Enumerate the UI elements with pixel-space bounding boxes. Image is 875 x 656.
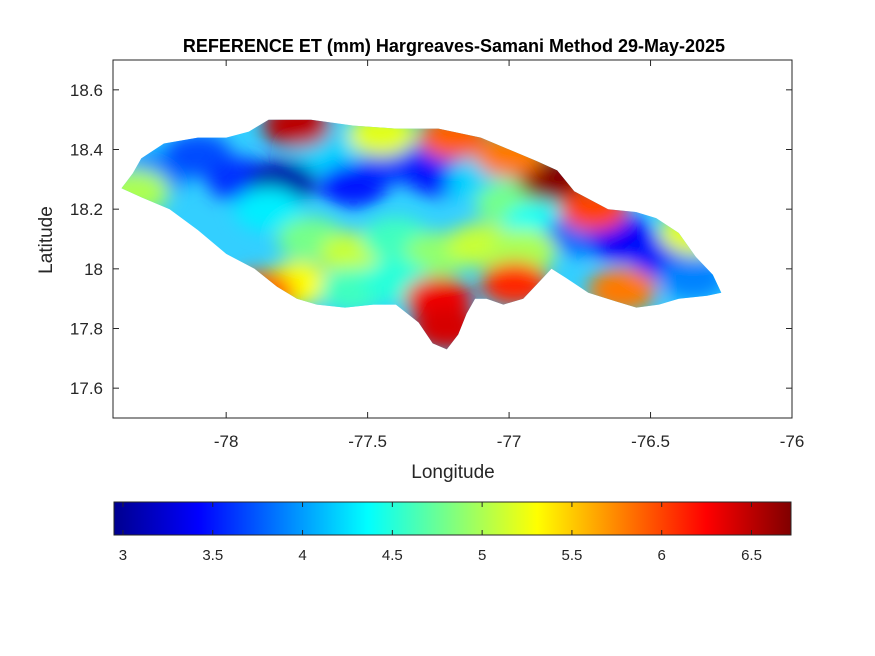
y-axis-label: Latitude	[36, 206, 57, 274]
colorbar-tick-label: 3.5	[202, 547, 223, 564]
plot-area: -78 -77.5 -77 -76.5 -76 17.6 17.8 18 18.2 18.4 18…	[70, 59, 804, 451]
colorbar-gradient	[113, 501, 792, 536]
y-tick-label: 18.6	[70, 81, 103, 100]
x-tick-label: -76.5	[631, 432, 670, 451]
colorbar-tick-label: 5.5	[561, 547, 582, 564]
colorbar-tick-label: 3	[119, 547, 127, 564]
colorbar-tick-label: 6.5	[741, 547, 762, 564]
x-tick-label: -78	[214, 432, 239, 451]
chart-title: REFERENCE ET (mm) Hargreaves-Samani Meth…	[183, 36, 725, 56]
x-tick-label: -77.5	[348, 432, 387, 451]
colorbar-tick-label: 4	[298, 547, 306, 564]
colorbar-ticks: 3 3.5 4 4.5 5 5.5 6 6.5	[119, 502, 762, 564]
y-tick-label: 18.2	[70, 200, 103, 219]
x-axis-label: Longitude	[411, 462, 494, 483]
y-tick-label: 17.8	[70, 320, 103, 339]
y-axis-ticks: 17.6 17.8 18 18.2 18.4 18.6	[70, 81, 792, 398]
colorbar: 3 3.5 4 4.5 5 5.5 6 6.5	[113, 501, 792, 564]
x-tick-label: -76	[780, 432, 805, 451]
y-tick-label: 17.6	[70, 379, 103, 398]
et-value-cell	[489, 228, 558, 273]
et-value-cell	[234, 187, 303, 232]
x-axis-ticks: -78 -77.5 -77 -76.5 -76	[214, 60, 804, 451]
colorbar-tick-label: 4.5	[382, 547, 403, 564]
colorbar-tick-label: 6	[658, 547, 666, 564]
y-tick-label: 18.4	[70, 141, 103, 160]
et-value-cell	[262, 119, 331, 148]
y-tick-label: 18	[84, 260, 103, 279]
colorbar-tick-label: 5	[478, 547, 486, 564]
x-tick-label: -77	[497, 432, 522, 451]
